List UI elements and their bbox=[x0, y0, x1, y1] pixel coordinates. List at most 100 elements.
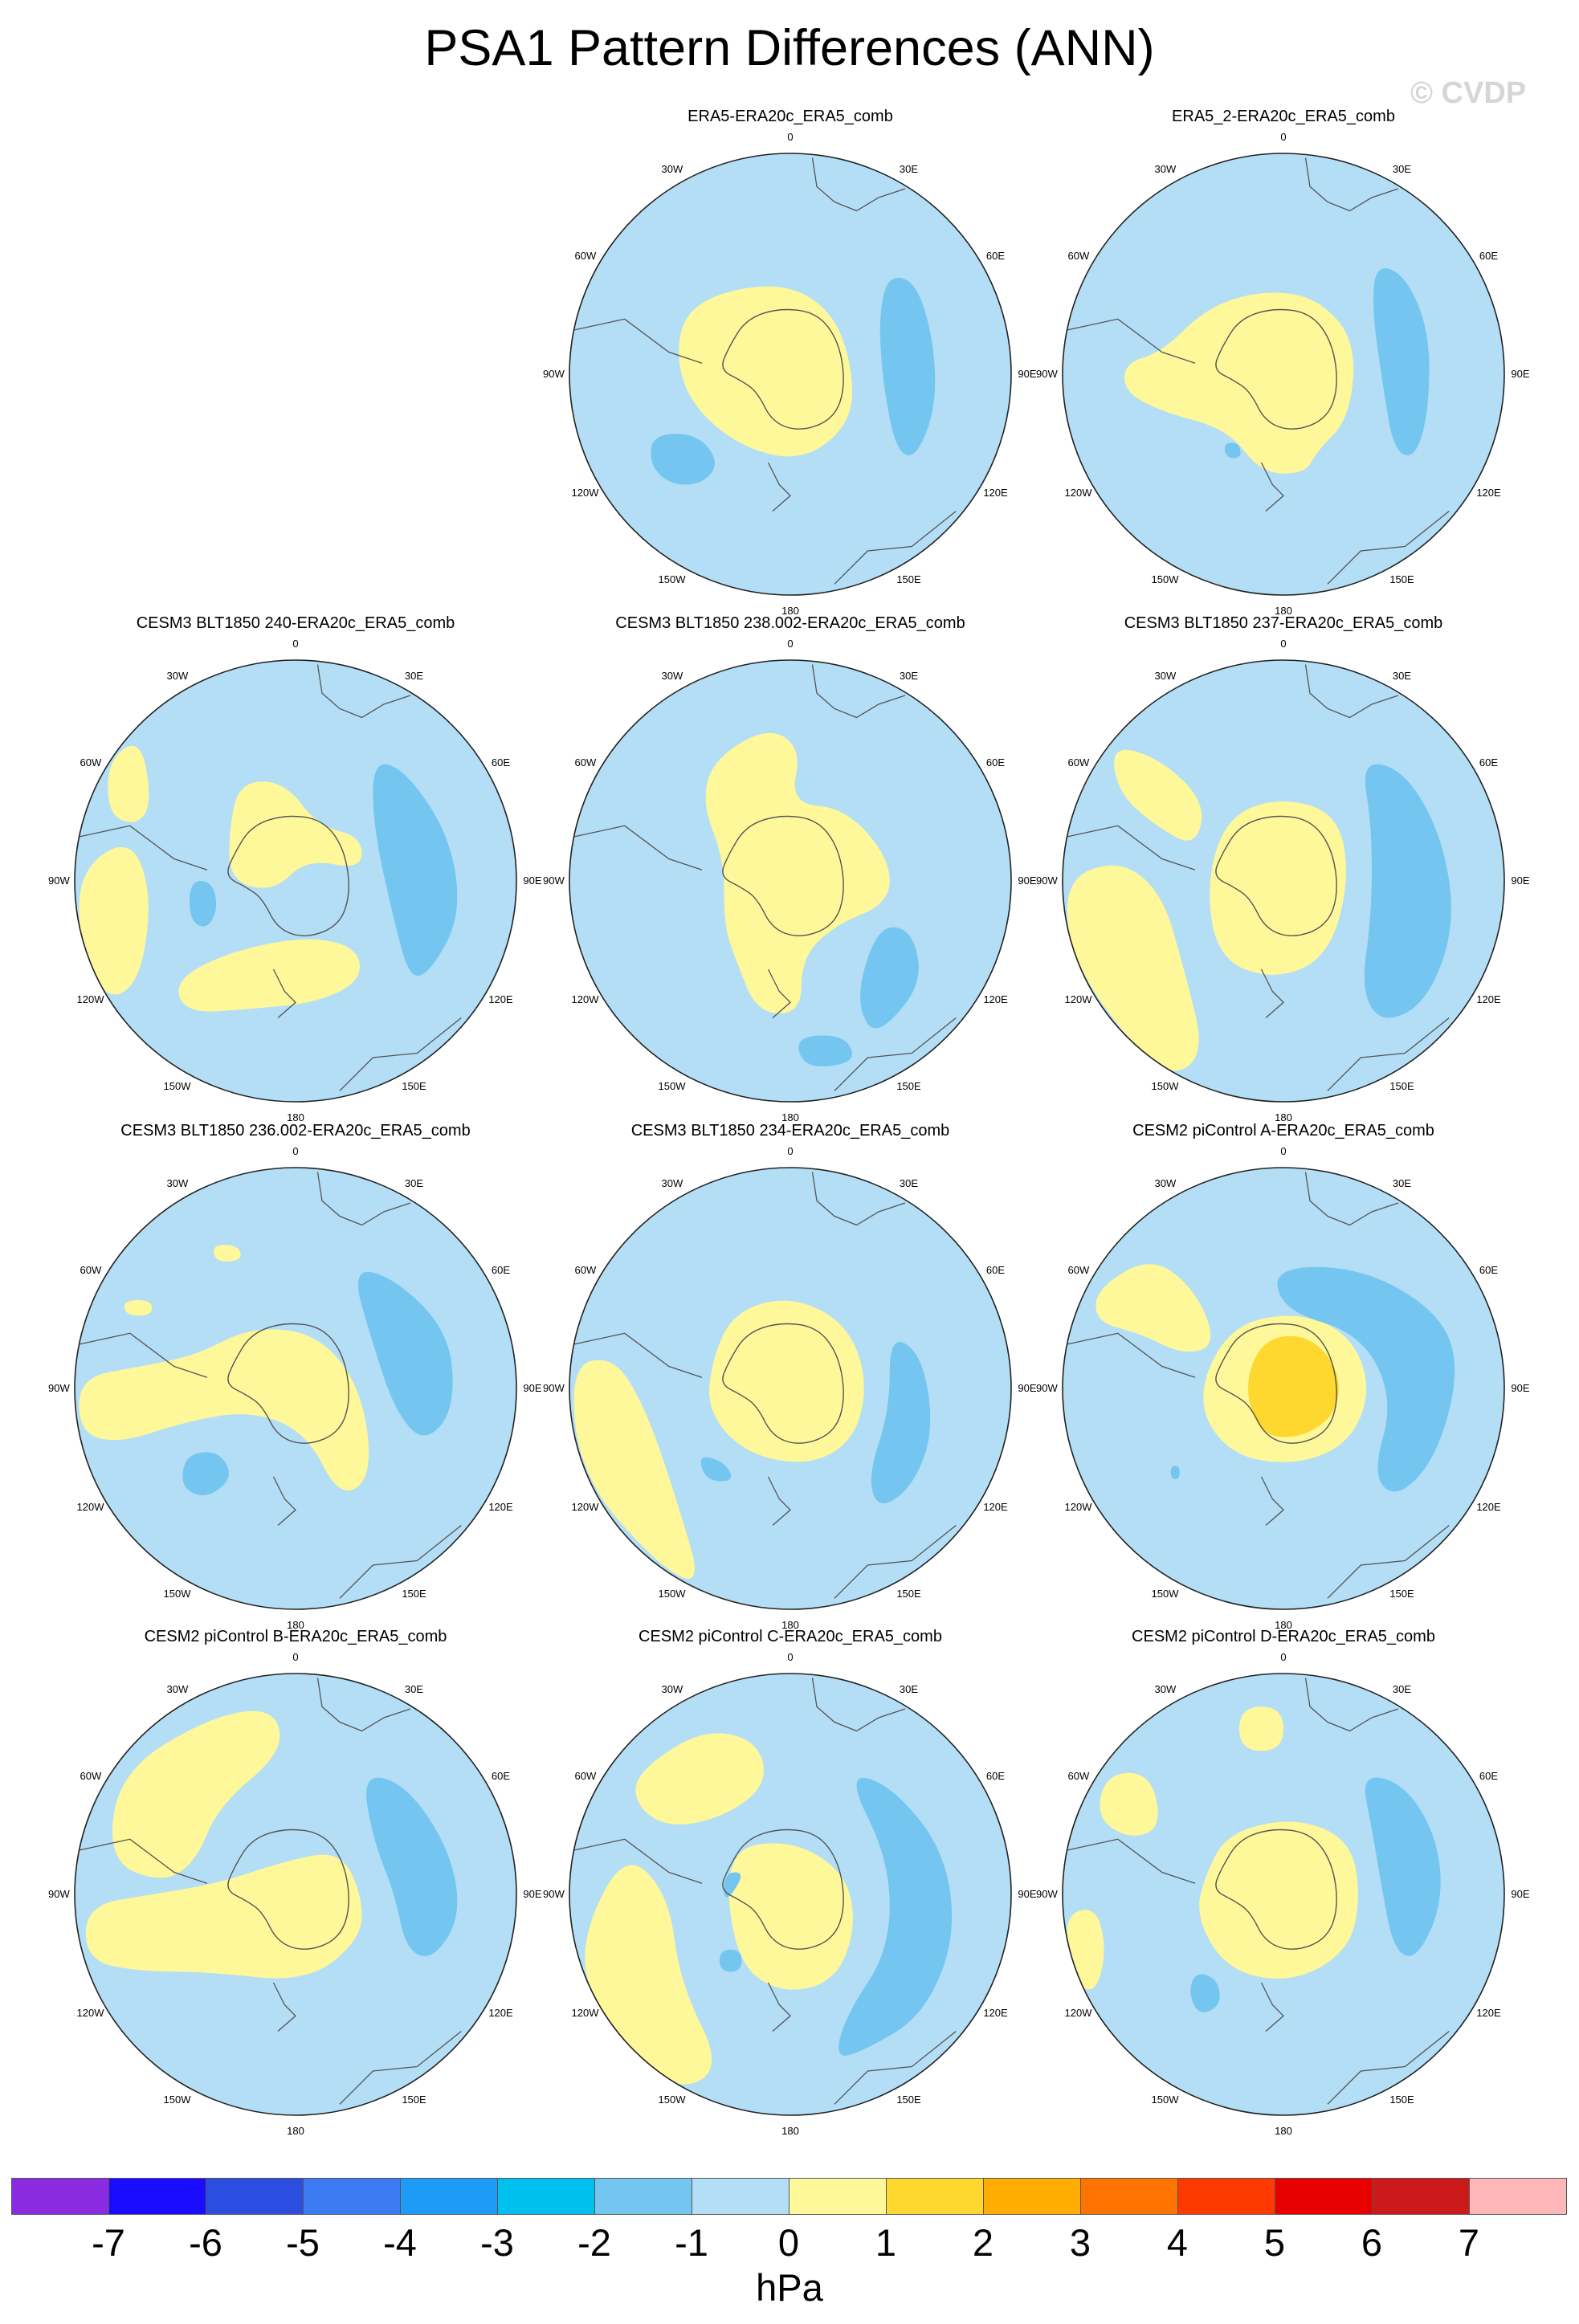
antarctica-coastline bbox=[1215, 1323, 1337, 1444]
map-border bbox=[569, 659, 1012, 1103]
panel-title: CESM3 BLT1850 238.002-ERA20c_ERA5_comb bbox=[615, 614, 965, 632]
coastline bbox=[1304, 157, 1399, 212]
longitude-label: 60E bbox=[1479, 1263, 1499, 1276]
longitude-label: 30W bbox=[661, 1176, 683, 1189]
positive-anomaly-region bbox=[1096, 1264, 1211, 1352]
longitude-label: 60E bbox=[1479, 1769, 1499, 1782]
colorbar-swatch bbox=[594, 2178, 692, 2215]
map-border bbox=[1062, 153, 1505, 596]
longitude-label: 60E bbox=[985, 1769, 1006, 1782]
map-border bbox=[74, 659, 517, 1103]
coastline bbox=[1327, 2030, 1450, 2105]
longitude-label: 60E bbox=[985, 1263, 1006, 1276]
panel-title: CESM2 piControl B-ERA20c_ERA5_comb bbox=[144, 1628, 447, 1645]
longitude-label: 30W bbox=[661, 1682, 683, 1695]
negative-anomaly-region bbox=[357, 1271, 453, 1436]
antarctica-coastline bbox=[722, 815, 844, 936]
negative-anomaly-region bbox=[1224, 442, 1241, 459]
longitude-label: 30E bbox=[899, 1682, 919, 1695]
coastline bbox=[834, 1524, 957, 1599]
longitude-label: 150E bbox=[402, 2093, 426, 2106]
colorbar-tick-label: -5 bbox=[286, 2221, 320, 2264]
longitude-label: 150W bbox=[658, 573, 686, 585]
figure-title: PSA1 Pattern Differences (ANN) bbox=[424, 20, 1155, 76]
colorbar-swatch bbox=[886, 2178, 984, 2215]
coastline bbox=[573, 1838, 703, 1884]
panel-title: CESM2 piControl D-ERA20c_ERA5_comb bbox=[1132, 1628, 1435, 1645]
coastline bbox=[767, 1476, 791, 1526]
panel-title: CESM3 BLT1850 240-ERA20c_ERA5_comb bbox=[136, 614, 455, 632]
negative-anomaly-region bbox=[366, 1777, 458, 1956]
antarctica-coastline bbox=[227, 815, 349, 936]
coastline bbox=[811, 664, 906, 719]
coastline bbox=[573, 825, 703, 870]
longitude-label: 150E bbox=[896, 1587, 921, 1600]
colorbar-swatch bbox=[1177, 2178, 1275, 2215]
positive-anomaly-region bbox=[1100, 1772, 1158, 1836]
map-border bbox=[74, 1673, 517, 2116]
colorbar-tick-label: -1 bbox=[675, 2221, 708, 2264]
colorbar-tick-label: 2 bbox=[972, 2221, 994, 2264]
colorbar-tick-label: 4 bbox=[1166, 2221, 1189, 2264]
longitude-label: 90E bbox=[523, 875, 542, 887]
map-border bbox=[569, 153, 1012, 596]
negative-anomaly-region bbox=[838, 1777, 953, 2056]
longitude-label: 120E bbox=[1476, 1500, 1501, 1513]
coastline bbox=[1327, 1017, 1450, 1091]
coastline bbox=[767, 968, 791, 1018]
map-border bbox=[1062, 659, 1505, 1103]
polar-map bbox=[74, 1673, 517, 2116]
colorbar-tick-label: 1 bbox=[875, 2221, 897, 2264]
longitude-label: 60W bbox=[574, 756, 597, 769]
coastline bbox=[1067, 1838, 1196, 1884]
coastline bbox=[767, 1982, 791, 2032]
polar-map bbox=[1062, 1167, 1505, 1610]
longitude-label: 180 bbox=[781, 1619, 799, 1631]
watermark-text: © CVDP bbox=[1410, 76, 1527, 110]
longitude-label: 90E bbox=[1018, 368, 1037, 380]
coastline bbox=[767, 462, 791, 512]
longitude-label: 90E bbox=[1511, 875, 1530, 887]
panel-title: CESM3 BLT1850 236.002-ERA20c_ERA5_comb bbox=[120, 1122, 471, 1140]
positive-anomaly-region bbox=[573, 1360, 695, 1579]
longitude-label: 60E bbox=[491, 756, 511, 769]
longitude-label: 0 bbox=[787, 1145, 794, 1157]
positive-anomaly-region bbox=[679, 286, 852, 457]
longitude-label: 120E bbox=[488, 2006, 513, 2019]
longitude-label: 0 bbox=[787, 1651, 794, 1663]
longitude-label: 0 bbox=[292, 1651, 299, 1663]
coastline bbox=[834, 510, 957, 585]
longitude-label: 60E bbox=[1479, 249, 1499, 262]
coastline bbox=[811, 157, 906, 212]
colorbar-tick-label: -2 bbox=[577, 2221, 611, 2264]
coastline bbox=[272, 968, 296, 1018]
longitude-label: 90E bbox=[1018, 875, 1037, 887]
longitude-label: 120E bbox=[488, 1500, 513, 1513]
longitude-label: 90W bbox=[1036, 1888, 1058, 1900]
negative-anomaly-region bbox=[798, 1035, 852, 1066]
longitude-label: 30E bbox=[1392, 1682, 1412, 1695]
coastline bbox=[339, 2030, 462, 2105]
colorbar-swatch bbox=[1080, 2178, 1178, 2215]
negative-anomaly-region bbox=[651, 434, 715, 485]
longitude-label: 60W bbox=[80, 756, 102, 769]
coastline bbox=[339, 1524, 462, 1599]
longitude-label: 180 bbox=[781, 2125, 799, 2137]
longitude-label: 150W bbox=[658, 1587, 686, 1600]
negative-anomaly-region bbox=[724, 1872, 741, 1898]
longitude-label: 180 bbox=[781, 1111, 799, 1123]
coastline bbox=[272, 1982, 296, 2032]
coastline bbox=[573, 318, 703, 364]
longitude-label: 120W bbox=[1064, 1500, 1092, 1513]
longitude-label: 120W bbox=[76, 1500, 104, 1513]
longitude-label: 150W bbox=[658, 2093, 686, 2106]
colorbar-tick-label: -3 bbox=[480, 2221, 514, 2264]
coastline bbox=[1304, 1172, 1399, 1226]
longitude-label: 90E bbox=[1511, 368, 1530, 380]
longitude-label: 0 bbox=[292, 1145, 299, 1157]
longitude-label: 150W bbox=[658, 1079, 686, 1092]
positive-anomaly-region bbox=[1248, 1335, 1339, 1437]
longitude-label: 30W bbox=[661, 162, 683, 175]
longitude-label: 120E bbox=[983, 486, 1008, 499]
coastline bbox=[339, 1017, 462, 1091]
